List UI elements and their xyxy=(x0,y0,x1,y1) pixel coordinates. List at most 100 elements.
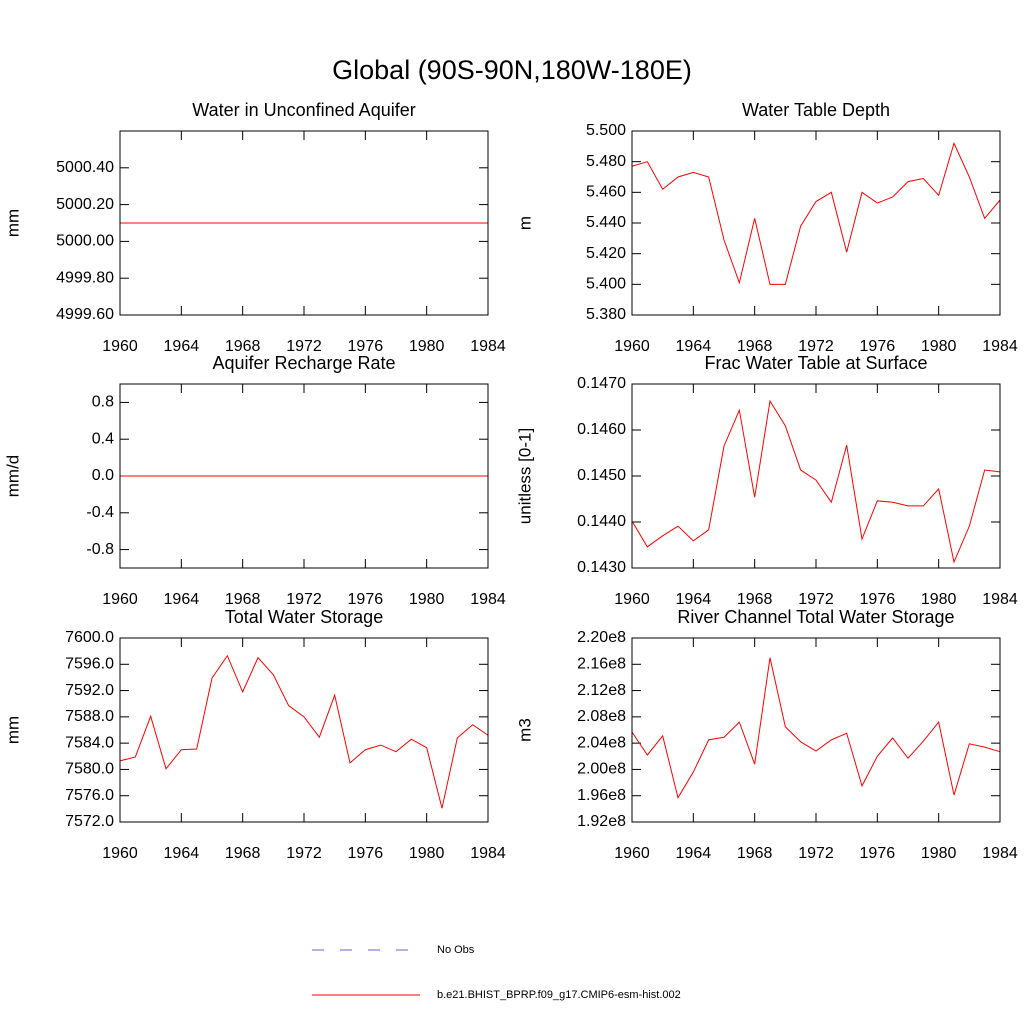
x-tick-label: 1960 xyxy=(102,845,138,862)
x-tick-label: 1964 xyxy=(676,845,712,862)
panel-title: Aquifer Recharge Rate xyxy=(212,353,395,373)
x-tick-label: 1972 xyxy=(286,338,322,355)
y-tick-label: 5000.20 xyxy=(56,196,114,213)
x-tick-label: 1984 xyxy=(470,338,506,355)
y-tick-label: 5000.00 xyxy=(56,233,114,250)
y-tick-label: 7596.0 xyxy=(65,656,114,673)
y-tick-label: 0.1460 xyxy=(577,421,626,438)
panel-title: Water in Unconfined Aquifer xyxy=(192,100,415,120)
plot-frame xyxy=(119,130,489,316)
panel-title: Frac Water Table at Surface xyxy=(704,353,927,373)
y-tick-label: 7576.0 xyxy=(65,787,114,804)
y-axis-label: mm xyxy=(3,716,22,744)
y-tick-label: 5.440 xyxy=(586,214,626,231)
data-line xyxy=(631,657,1001,799)
legend-label: b.e21.BHIST_BPRP.f09_g17.CMIP6-esm-hist.… xyxy=(437,989,681,1001)
x-tick-label: 1980 xyxy=(409,591,445,608)
x-tick-label: 1968 xyxy=(737,591,773,608)
x-tick-label: 1972 xyxy=(286,845,322,862)
y-tick-label: 5.500 xyxy=(586,122,626,139)
x-tick-label: 1960 xyxy=(614,591,650,608)
y-tick-label: 7572.0 xyxy=(65,813,114,830)
x-tick-label: 1980 xyxy=(921,591,957,608)
x-tick-label: 1976 xyxy=(860,338,896,355)
x-tick-label: 1960 xyxy=(614,338,650,355)
y-tick-label: 0.1430 xyxy=(577,559,626,576)
plot-frame xyxy=(119,383,489,569)
x-tick-label: 1984 xyxy=(982,591,1018,608)
x-tick-label: 1980 xyxy=(409,845,445,862)
x-tick-label: 1980 xyxy=(921,338,957,355)
x-tick-label: 1960 xyxy=(102,338,138,355)
y-tick-label: -0.8 xyxy=(86,541,114,558)
y-tick-label: 0.4 xyxy=(92,430,114,447)
data-line xyxy=(119,654,489,809)
plot-frame xyxy=(631,130,1001,316)
plot-frame xyxy=(631,637,1001,823)
y-tick-label: 2.08e8 xyxy=(577,708,626,725)
x-tick-label: 1980 xyxy=(921,845,957,862)
x-tick-label: 1964 xyxy=(164,338,200,355)
y-tick-label: 1.92e8 xyxy=(577,813,626,830)
x-tick-label: 1968 xyxy=(225,338,261,355)
x-tick-label: 1972 xyxy=(798,591,834,608)
plot-frame xyxy=(631,383,1001,569)
y-tick-label: 2.04e8 xyxy=(577,734,626,751)
x-tick-label: 1972 xyxy=(798,338,834,355)
data-line xyxy=(631,399,1001,564)
y-axis-label: unitless [0-1] xyxy=(515,428,534,524)
y-axis-label: mm/d xyxy=(3,455,22,498)
panel-title: Total Water Storage xyxy=(225,607,383,627)
x-tick-label: 1964 xyxy=(164,591,200,608)
y-tick-label: 4999.60 xyxy=(56,306,114,323)
y-tick-label: 5.400 xyxy=(586,276,626,293)
y-tick-label: 5.460 xyxy=(586,184,626,201)
y-tick-label: -0.4 xyxy=(86,504,114,521)
y-tick-label: 7584.0 xyxy=(65,734,114,751)
x-tick-label: 1984 xyxy=(470,591,506,608)
y-tick-label: 2.00e8 xyxy=(577,761,626,778)
data-line xyxy=(631,141,1001,285)
y-tick-label: 5.480 xyxy=(586,153,626,170)
figure-title: Global (90S-90N,180W-180E) xyxy=(332,55,692,85)
x-tick-label: 1964 xyxy=(676,591,712,608)
y-tick-label: 5.420 xyxy=(586,245,626,262)
y-tick-label: 0.0 xyxy=(92,467,114,484)
x-tick-label: 1968 xyxy=(225,591,261,608)
y-tick-label: 7580.0 xyxy=(65,761,114,778)
x-tick-label: 1968 xyxy=(737,845,773,862)
panel-title: River Channel Total Water Storage xyxy=(677,607,954,627)
x-tick-label: 1968 xyxy=(225,845,261,862)
y-tick-label: 0.1450 xyxy=(577,467,626,484)
x-tick-label: 1976 xyxy=(860,845,896,862)
x-tick-label: 1976 xyxy=(348,845,384,862)
x-tick-label: 1972 xyxy=(798,845,834,862)
y-tick-label: 5000.40 xyxy=(56,159,114,176)
panel-title: Water Table Depth xyxy=(742,100,890,120)
plot-frame xyxy=(119,637,489,823)
y-tick-label: 7600.0 xyxy=(65,629,114,646)
x-tick-label: 1968 xyxy=(737,338,773,355)
x-tick-label: 1976 xyxy=(348,591,384,608)
y-tick-label: 2.20e8 xyxy=(577,629,626,646)
x-tick-label: 1984 xyxy=(982,338,1018,355)
y-tick-label: 7592.0 xyxy=(65,682,114,699)
y-axis-label: m3 xyxy=(515,718,534,742)
x-tick-label: 1972 xyxy=(286,591,322,608)
y-tick-label: 2.12e8 xyxy=(577,682,626,699)
y-tick-label: 0.1440 xyxy=(577,513,626,530)
y-tick-label: 7588.0 xyxy=(65,708,114,725)
y-tick-label: 5.380 xyxy=(586,306,626,323)
y-tick-label: 0.8 xyxy=(92,394,114,411)
y-tick-label: 1.96e8 xyxy=(577,787,626,804)
y-axis-label: mm xyxy=(3,209,22,237)
y-tick-label: 4999.80 xyxy=(56,269,114,286)
x-tick-label: 1976 xyxy=(860,591,896,608)
x-tick-label: 1976 xyxy=(348,338,384,355)
y-tick-label: 2.16e8 xyxy=(577,656,626,673)
x-tick-label: 1960 xyxy=(614,845,650,862)
y-axis-label: m xyxy=(515,216,534,230)
y-tick-label: 0.1470 xyxy=(577,375,626,392)
x-tick-label: 1964 xyxy=(676,338,712,355)
